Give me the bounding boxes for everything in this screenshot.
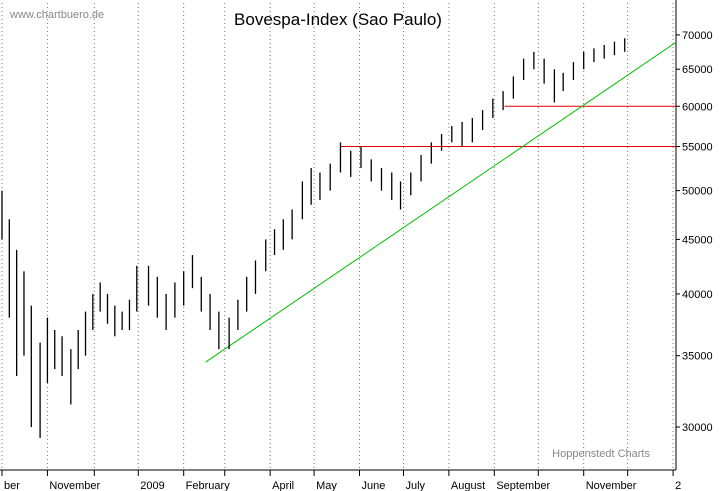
y-tick-label: 70000 (682, 30, 713, 42)
x-tick-label: August (451, 480, 485, 491)
y-tick-label: 35000 (682, 351, 713, 363)
y-tick-label: 60000 (682, 101, 713, 113)
credit-label: Hoppenstedt Charts (552, 448, 650, 460)
x-tick-label: April (272, 480, 294, 491)
y-tick-label: 45000 (682, 234, 713, 246)
x-tick-label: November (586, 480, 637, 491)
x-tick-label: July (405, 480, 425, 491)
y-tick-label: 30000 (682, 422, 713, 434)
x-tick-label: September (496, 480, 550, 491)
x-tick-label: 2009 (140, 480, 164, 491)
x-tick-label: 2 (675, 480, 681, 491)
x-tick-label: June (362, 480, 386, 491)
x-tick-label: May (316, 480, 337, 491)
y-tick-label: 50000 (682, 186, 713, 198)
source-label: www.chartbuero.de (9, 9, 104, 21)
chart-title: Bovespa-Index (Sao Paulo) (234, 10, 442, 29)
x-tick-label: February (186, 480, 231, 491)
y-tick-label: 55000 (682, 142, 713, 154)
x-tick-label: ber (4, 480, 20, 491)
trend-line (205, 41, 677, 363)
y-tick-label: 40000 (682, 289, 713, 301)
x-tick-label: November (49, 480, 100, 491)
y-tick-label: 65000 (682, 64, 713, 76)
